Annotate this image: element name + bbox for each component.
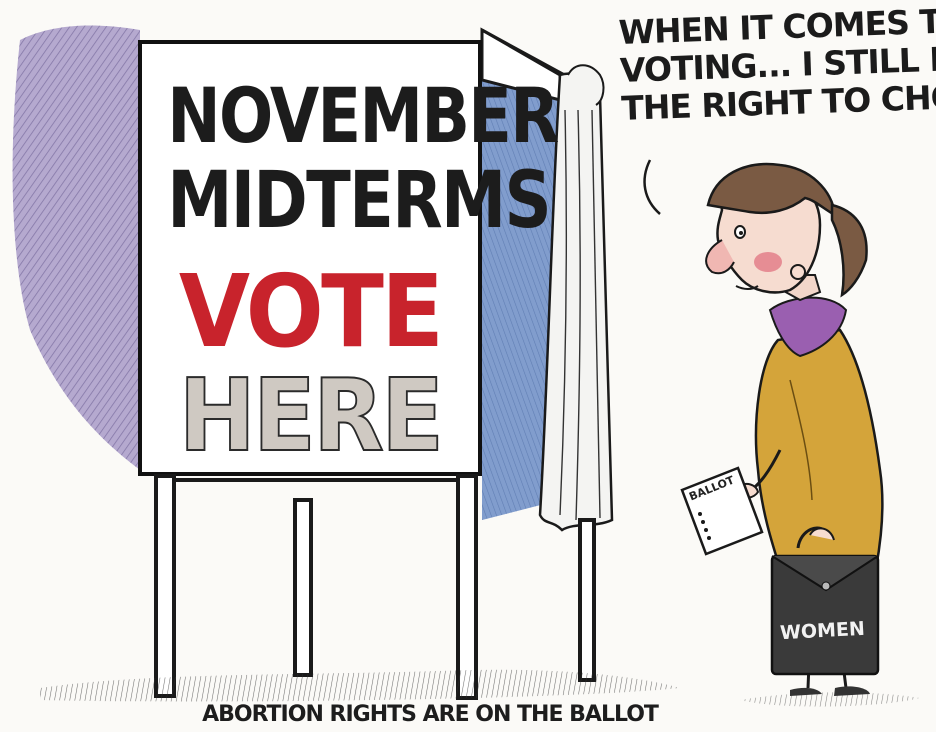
bag-label: WOMEN bbox=[779, 617, 866, 645]
vote-here-sign bbox=[138, 40, 482, 476]
speech-bubble-text: WHEN IT COMES TO VOTING... I STILL HAVE … bbox=[618, 1, 936, 128]
woman-figure bbox=[705, 162, 884, 696]
sign-line-here: HERE bbox=[178, 357, 445, 474]
speech-tail bbox=[643, 159, 661, 215]
sign-line-midterms: MIDTERMS bbox=[167, 156, 551, 246]
voting-booth-panel bbox=[480, 27, 571, 520]
ballot-paper bbox=[680, 466, 764, 556]
sign-line-november: NOVEMBER bbox=[167, 71, 559, 160]
purple-wall-shadow bbox=[12, 25, 141, 470]
cartoon-caption: ABORTION RIGHTS ARE ON THE BALLOT bbox=[202, 702, 659, 727]
women-bag bbox=[770, 526, 880, 676]
ground-shadow bbox=[40, 669, 920, 707]
sign-line-vote: VOTE bbox=[178, 253, 444, 370]
booth-curtain bbox=[538, 64, 614, 532]
booth-legs bbox=[154, 474, 596, 700]
